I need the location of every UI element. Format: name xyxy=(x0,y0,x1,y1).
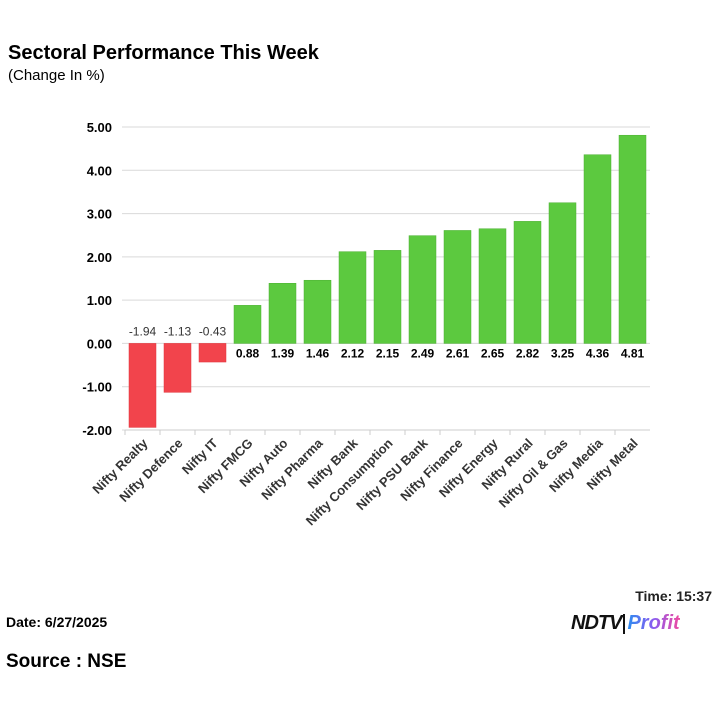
bar xyxy=(618,134,647,344)
chart-title: Sectoral Performance This Week xyxy=(8,42,319,64)
bar xyxy=(163,343,192,393)
bar xyxy=(373,250,402,344)
data-label: 4.36 xyxy=(586,346,610,360)
y-tick-label: 5.00 xyxy=(87,120,112,135)
data-label: -0.43 xyxy=(199,324,227,338)
bar xyxy=(478,228,507,344)
data-label: 2.12 xyxy=(341,346,365,360)
ndtv-profit-logo: NDTV Profit xyxy=(571,612,680,634)
bar xyxy=(303,279,332,344)
x-tick-label: Nifty Defence xyxy=(116,436,185,505)
data-label: 2.61 xyxy=(446,346,470,360)
time-label: Time: 15:37 xyxy=(635,588,712,604)
bar-chart: -2.00 -1.00 0.00 1.00 2.00 3.00 4.00 5.00 -1.94 N… xyxy=(82,120,650,528)
data-label: -1.94 xyxy=(129,324,157,338)
y-tick-label: -2.00 xyxy=(82,423,112,438)
bar xyxy=(408,235,437,344)
y-tick-label: 2.00 xyxy=(87,250,112,265)
data-label: 1.39 xyxy=(271,346,295,360)
date-label: Date: 6/27/2025 xyxy=(6,614,108,630)
data-label: 2.65 xyxy=(481,346,505,360)
y-tick-label: 0.00 xyxy=(87,336,112,351)
bar xyxy=(443,230,472,344)
data-label: 4.81 xyxy=(621,346,645,360)
bar xyxy=(583,154,612,344)
bar xyxy=(198,343,227,363)
data-label: -1.13 xyxy=(164,324,192,338)
y-tick-label: -1.00 xyxy=(82,380,112,395)
data-label: 2.82 xyxy=(516,346,540,360)
data-label: 2.15 xyxy=(376,346,400,360)
source-label: Source : NSE xyxy=(6,651,127,672)
data-label: 3.25 xyxy=(551,346,575,360)
y-tick-label: 3.00 xyxy=(87,207,112,222)
bar xyxy=(268,283,297,344)
bar xyxy=(513,221,542,344)
y-tick-label: 1.00 xyxy=(87,293,112,308)
bar xyxy=(548,202,577,344)
chart-subtitle: (Change In %) xyxy=(8,67,105,84)
data-label: 0.88 xyxy=(236,346,260,360)
bar xyxy=(233,305,262,344)
bar xyxy=(128,343,157,428)
bar xyxy=(338,251,367,344)
data-label: 1.46 xyxy=(306,346,330,360)
y-tick-label: 4.00 xyxy=(87,163,112,178)
data-label: 2.49 xyxy=(411,346,435,360)
